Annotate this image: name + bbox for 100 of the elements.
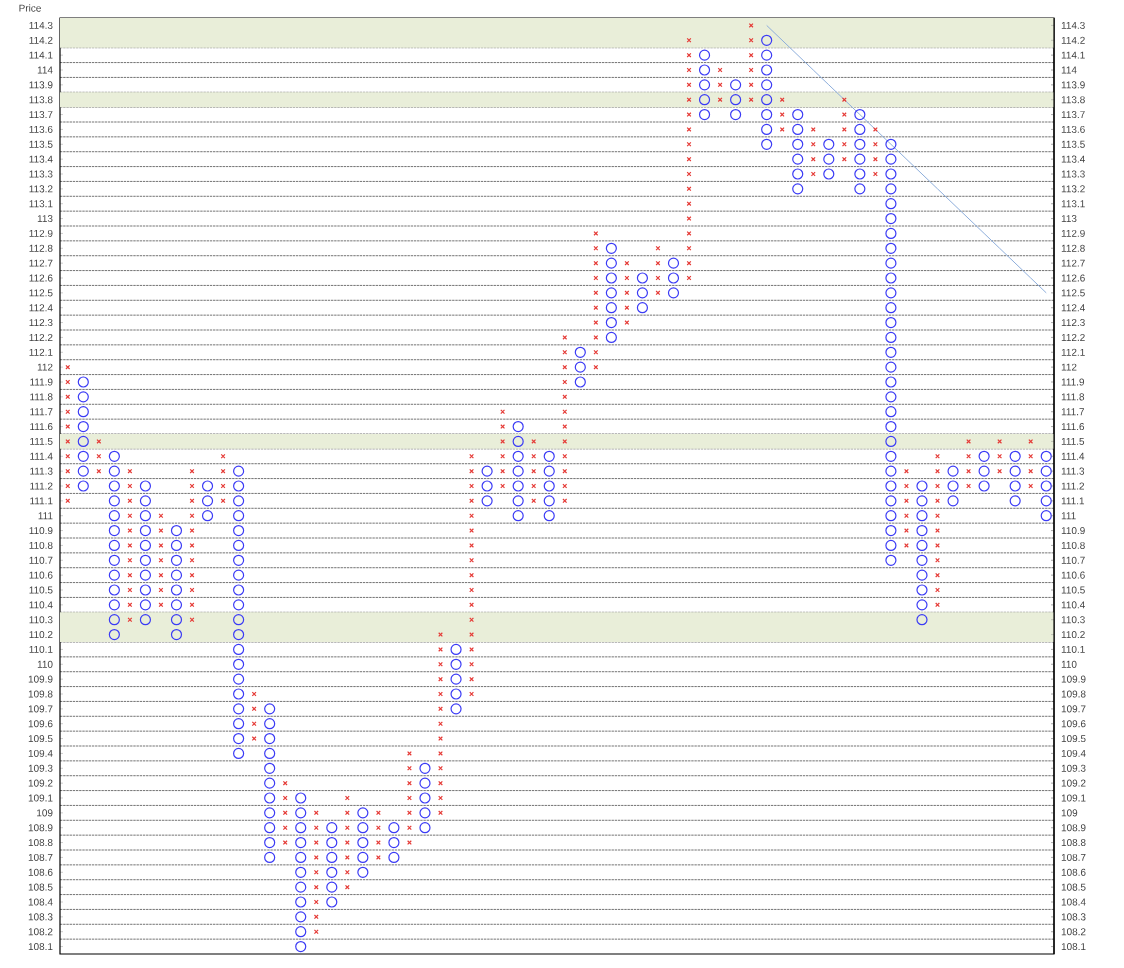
point	[761, 79, 773, 91]
point	[593, 230, 599, 236]
point	[233, 643, 245, 656]
point	[108, 554, 120, 566]
point	[313, 840, 319, 846]
point	[170, 599, 183, 611]
point	[593, 245, 599, 251]
point	[872, 156, 878, 162]
point	[158, 542, 164, 548]
point	[419, 822, 431, 834]
point	[655, 290, 661, 296]
point	[189, 572, 195, 578]
point	[233, 688, 245, 700]
point	[872, 141, 878, 147]
point	[139, 539, 152, 552]
point	[885, 361, 897, 373]
point	[686, 112, 692, 118]
point	[65, 438, 71, 444]
point	[761, 34, 773, 46]
point	[65, 424, 71, 430]
point	[419, 777, 431, 789]
point	[761, 64, 773, 76]
point	[686, 156, 692, 162]
point	[698, 49, 711, 61]
point	[841, 156, 847, 162]
point	[885, 272, 897, 284]
point	[295, 881, 307, 893]
point	[96, 453, 102, 459]
point	[748, 67, 754, 73]
point	[792, 108, 804, 121]
point	[233, 569, 245, 581]
point	[170, 584, 183, 596]
point	[885, 242, 897, 254]
point	[885, 480, 897, 492]
point	[779, 97, 785, 103]
point	[978, 480, 990, 492]
point	[916, 539, 928, 552]
point	[251, 721, 257, 727]
point	[326, 896, 338, 908]
point	[885, 331, 897, 344]
point	[139, 495, 152, 507]
point	[450, 688, 462, 700]
point	[326, 822, 338, 834]
point	[357, 807, 369, 819]
point	[344, 810, 350, 816]
point	[233, 599, 245, 611]
point	[512, 480, 524, 492]
point	[264, 703, 276, 715]
point	[295, 911, 307, 923]
point	[1028, 468, 1034, 474]
point	[810, 171, 816, 177]
point	[512, 435, 524, 448]
point	[77, 435, 89, 448]
point	[139, 599, 152, 611]
point	[916, 554, 928, 566]
point	[531, 438, 537, 444]
point	[189, 542, 195, 548]
point	[139, 524, 152, 537]
point	[189, 602, 195, 608]
point	[562, 364, 568, 370]
point	[1040, 480, 1052, 492]
point	[916, 495, 928, 507]
point	[233, 524, 245, 537]
point	[158, 602, 164, 608]
point	[170, 569, 183, 581]
point	[686, 186, 692, 192]
point	[233, 703, 245, 715]
point	[605, 257, 617, 269]
point	[686, 260, 692, 266]
point	[388, 822, 400, 834]
point	[264, 822, 276, 834]
point	[500, 483, 506, 489]
point	[450, 703, 462, 715]
point	[885, 198, 897, 210]
point	[823, 168, 835, 180]
point	[313, 810, 319, 816]
point	[997, 468, 1003, 474]
point	[810, 156, 816, 162]
point	[841, 112, 847, 118]
point	[562, 468, 568, 474]
point	[531, 468, 537, 474]
point	[139, 510, 152, 522]
point	[885, 316, 897, 329]
point	[698, 64, 711, 76]
point	[562, 379, 568, 385]
point	[282, 795, 288, 801]
point	[562, 334, 568, 340]
point	[201, 510, 214, 522]
point	[201, 495, 214, 507]
point	[65, 379, 71, 385]
point	[717, 97, 723, 103]
point	[605, 331, 617, 344]
point	[313, 899, 319, 905]
point	[947, 480, 959, 492]
point	[233, 465, 245, 477]
point	[885, 257, 897, 269]
point	[966, 468, 972, 474]
point	[189, 498, 195, 504]
point	[686, 230, 692, 236]
point	[189, 528, 195, 534]
